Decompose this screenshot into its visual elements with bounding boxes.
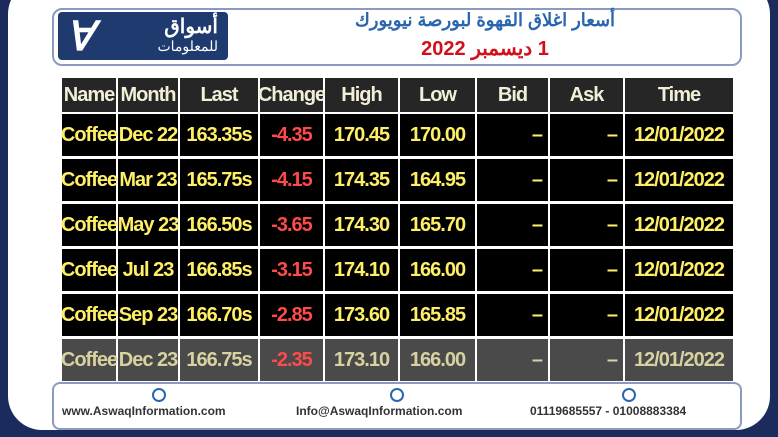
table-cell: -2.85 bbox=[260, 294, 323, 336]
table-cell: – bbox=[477, 204, 548, 246]
logo: Ɐ أسواق للمعلومات bbox=[58, 12, 228, 60]
table-cell: 164.95 bbox=[400, 159, 475, 201]
table-cell: – bbox=[550, 339, 623, 381]
logo-title: أسواق bbox=[164, 16, 218, 38]
table-cell: Coffee bbox=[61, 204, 118, 246]
table-cell: 166.75s bbox=[180, 339, 258, 381]
phones: 01119685557 - 01008883384 bbox=[530, 404, 687, 418]
table-cell: – bbox=[550, 204, 623, 246]
table-cell: 12/01/2022 bbox=[625, 204, 733, 246]
table-cell: 170.45 bbox=[325, 114, 398, 156]
table-cell: 166.00 bbox=[400, 249, 475, 291]
column-header: Low bbox=[400, 78, 475, 112]
table-cell: – bbox=[550, 249, 623, 291]
date: 1 ديسمبر 2022 bbox=[421, 38, 549, 60]
table-cell: – bbox=[477, 339, 548, 381]
table-cell: 173.10 bbox=[325, 339, 398, 381]
website: www.AswaqInformation.com bbox=[62, 404, 226, 418]
table-cell: 165.85 bbox=[400, 294, 475, 336]
table-cell: 12/01/2022 bbox=[625, 114, 733, 156]
table-cell: – bbox=[477, 159, 548, 201]
email: Info@AswaqInformation.com bbox=[296, 404, 463, 418]
logo-subtitle: للمعلومات bbox=[157, 38, 218, 54]
logo-mark: Ɐ bbox=[66, 15, 94, 59]
table-cell: -4.35 bbox=[260, 114, 323, 156]
table-cell: Coffee bbox=[61, 339, 118, 381]
table-cell: 174.10 bbox=[325, 249, 398, 291]
table-cell: Mar 23 bbox=[118, 159, 178, 201]
table-cell: Sep 23 bbox=[118, 294, 178, 336]
table-cell: 12/01/2022 bbox=[625, 294, 733, 336]
column-header: Month bbox=[118, 78, 178, 112]
column-header: Bid bbox=[477, 78, 548, 112]
table-cell: -3.15 bbox=[260, 249, 323, 291]
table-cell: Coffee bbox=[61, 249, 118, 291]
table-cell: – bbox=[477, 294, 548, 336]
table-cell: 166.00 bbox=[400, 339, 475, 381]
column-header: Last bbox=[180, 78, 258, 112]
table-cell: 12/01/2022 bbox=[625, 249, 733, 291]
table-cell: Dec 23 bbox=[118, 339, 178, 381]
column-header: Ask bbox=[550, 78, 623, 112]
table-cell: – bbox=[550, 294, 623, 336]
table-cell: 12/01/2022 bbox=[625, 339, 733, 381]
table-cell: – bbox=[550, 114, 623, 156]
table-cell: -3.65 bbox=[260, 204, 323, 246]
table-cell: 174.30 bbox=[325, 204, 398, 246]
table-cell: 173.60 bbox=[325, 294, 398, 336]
table-cell: Coffee bbox=[61, 294, 118, 336]
table-cell: -4.15 bbox=[260, 159, 323, 201]
table-cell: 163.35s bbox=[180, 114, 258, 156]
table-cell: – bbox=[550, 159, 623, 201]
table-cell: Jul 23 bbox=[118, 249, 178, 291]
table-cell: Dec 22 bbox=[118, 114, 178, 156]
table-cell: 166.50s bbox=[180, 204, 258, 246]
table-cell: 12/01/2022 bbox=[625, 159, 733, 201]
table-cell: 174.35 bbox=[325, 159, 398, 201]
phone-icon bbox=[622, 388, 636, 402]
table-cell: 166.70s bbox=[180, 294, 258, 336]
mail-icon bbox=[390, 388, 404, 402]
column-header: Time bbox=[625, 78, 733, 112]
table-cell: 165.70 bbox=[400, 204, 475, 246]
table-cell: Coffee bbox=[61, 159, 118, 201]
table-cell: May 23 bbox=[118, 204, 179, 246]
table-cell: – bbox=[477, 114, 548, 156]
table-cell: 166.85s bbox=[180, 249, 258, 291]
table-cell: -2.35 bbox=[260, 339, 323, 381]
table-cell: – bbox=[477, 249, 548, 291]
table-cell: 165.75s bbox=[180, 159, 258, 201]
table-cell: 170.00 bbox=[400, 114, 475, 156]
column-header: High bbox=[325, 78, 398, 112]
table-cell: Coffee bbox=[61, 114, 118, 156]
column-header: Change bbox=[258, 78, 326, 112]
column-header: Name bbox=[62, 78, 116, 112]
web-icon bbox=[152, 388, 166, 402]
title: أسعار اغلاق القهوة لبورصة نيويورك bbox=[354, 10, 616, 30]
